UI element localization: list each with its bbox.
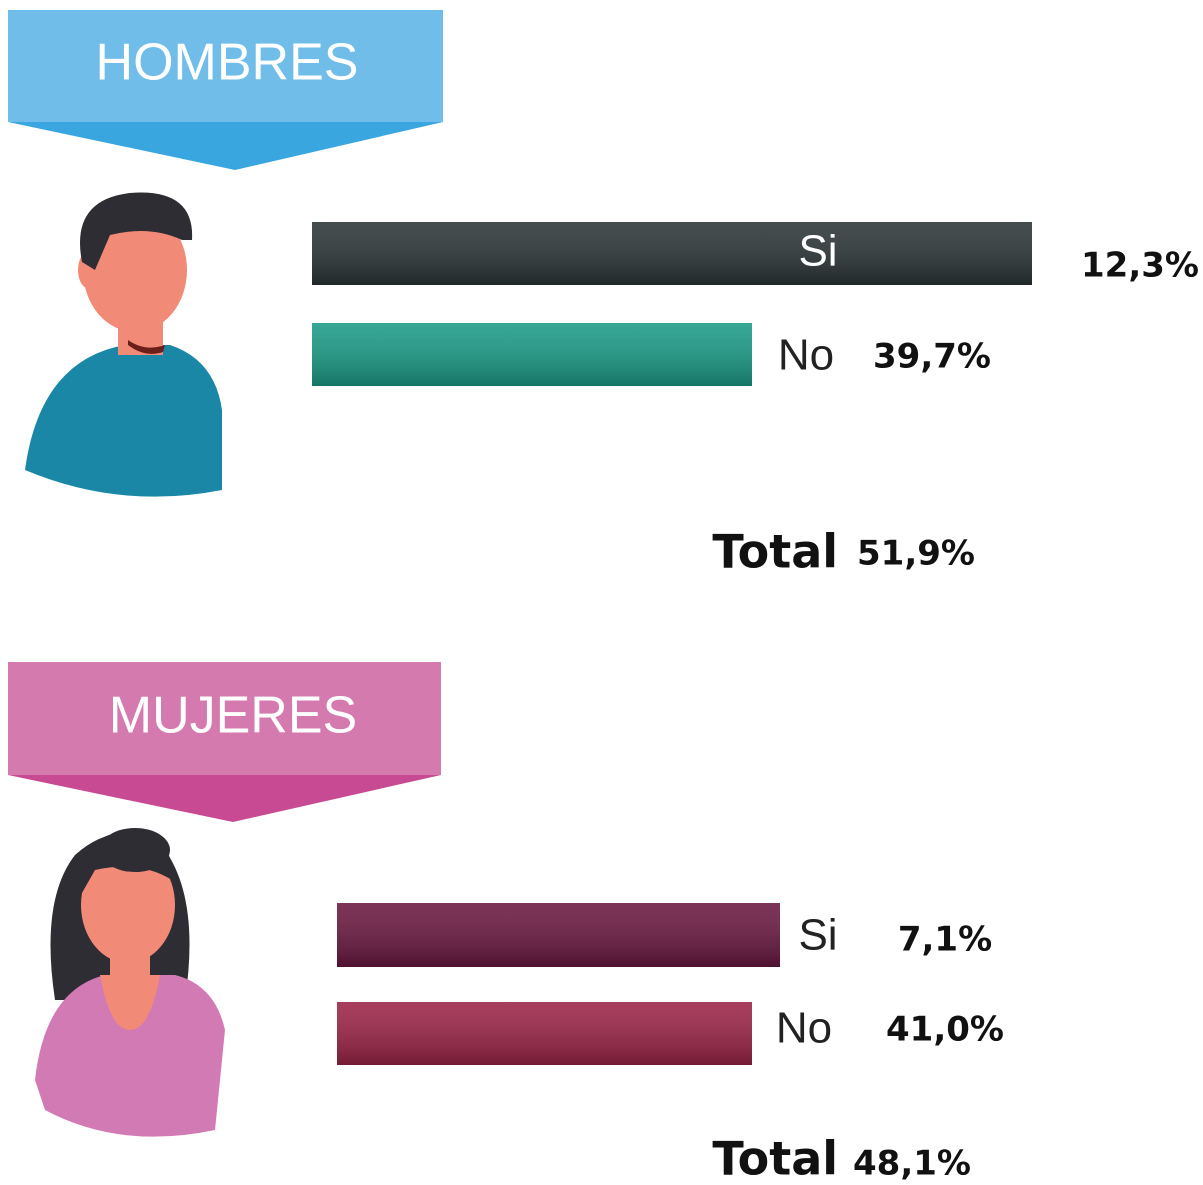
- total-value: 48,1%: [853, 1144, 971, 1184]
- row-label: Si: [798, 227, 837, 276]
- row-value: 41,0%: [886, 1010, 1004, 1050]
- total-value: 51,9%: [857, 534, 975, 574]
- row-value: 12,3%: [1081, 246, 1199, 286]
- bar-shade: [312, 323, 752, 386]
- banner: [8, 662, 441, 775]
- row-label: Si: [798, 911, 837, 960]
- bar-shade: [337, 1002, 752, 1065]
- total-label: Total: [712, 525, 838, 579]
- men-section: HOMBRES Si 12,3% No 39,7% Total 51,9%: [8, 10, 1199, 579]
- woman-icon: [35, 828, 225, 1137]
- section-title: MUJERES: [109, 687, 357, 745]
- bar-shade: [337, 903, 780, 967]
- women-section: MUJERES Si 7,1% No 41,0% Total 48,1%: [8, 662, 1004, 1185]
- banner-arrow: [8, 122, 443, 170]
- section-title: HOMBRES: [96, 34, 359, 92]
- bar-shade: [312, 222, 1032, 285]
- row-label: No: [776, 1004, 832, 1053]
- row-value: 39,7%: [873, 337, 991, 377]
- row-value: 7,1%: [898, 920, 992, 960]
- banner: [8, 10, 443, 122]
- man-icon: [25, 192, 222, 497]
- total-label: Total: [712, 1132, 838, 1185]
- row-label: No: [778, 331, 834, 380]
- banner-arrow: [8, 775, 441, 822]
